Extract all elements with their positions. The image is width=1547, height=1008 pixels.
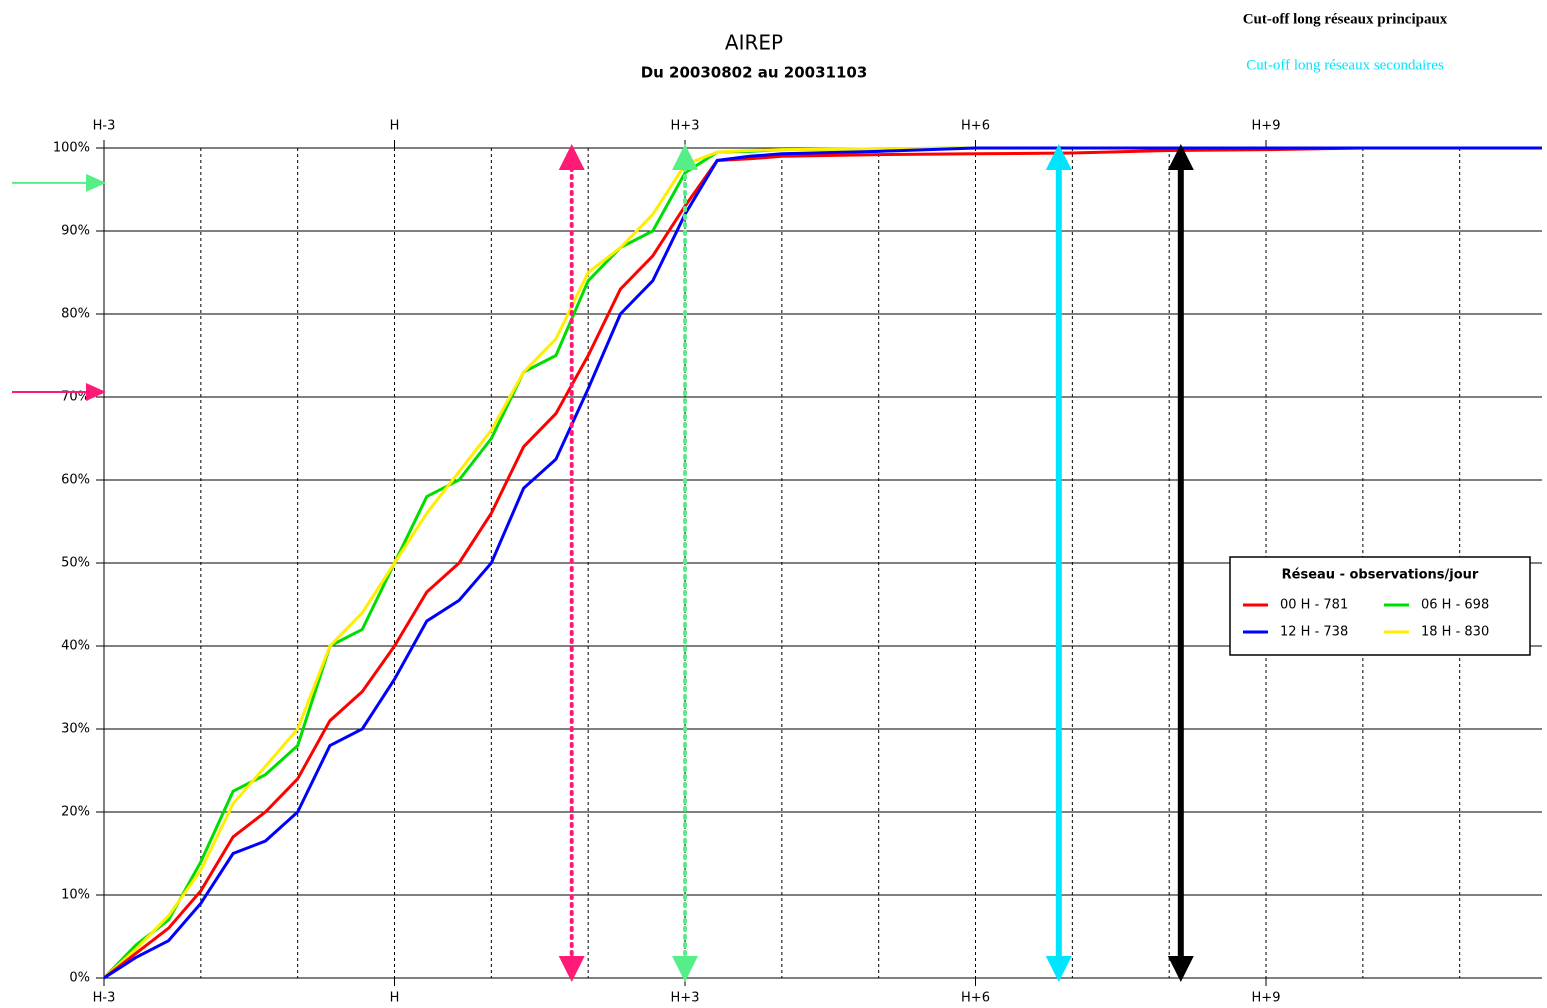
annotation: Cut-off long réseaux secondaires xyxy=(1246,57,1444,73)
x-tick-label: H-3 xyxy=(93,119,116,134)
x-tick-label: H+6 xyxy=(961,119,990,134)
legend-box xyxy=(1229,556,1531,656)
x-tick-label: H+3 xyxy=(671,991,700,1006)
x-tick-label: H xyxy=(390,119,400,134)
annotation: Cut-off long réseaux principaux xyxy=(1243,11,1448,27)
y-tick-label: 70% xyxy=(61,390,90,405)
x-tick-label: H+9 xyxy=(1252,991,1281,1006)
arrow-head xyxy=(672,144,699,170)
y-tick-label: 50% xyxy=(61,556,90,571)
y-tick-label: 40% xyxy=(61,639,90,654)
x-tick-label: H+9 xyxy=(1252,119,1281,134)
arrow-head xyxy=(1045,956,1072,982)
arrow-head xyxy=(1045,144,1072,170)
chart-title: AIREP xyxy=(725,31,783,55)
arrow-head xyxy=(1167,144,1194,170)
y-tick-label: 100% xyxy=(53,141,90,156)
legend-label: 06 H - 698 xyxy=(1421,598,1489,613)
arrow-head xyxy=(558,956,585,982)
arrow-head xyxy=(86,173,106,192)
x-tick-label: H xyxy=(390,991,400,1006)
x-tick-label: H+3 xyxy=(671,119,700,134)
arrow-head xyxy=(558,144,585,170)
y-tick-label: 0% xyxy=(69,971,90,986)
x-tick-label: H+6 xyxy=(961,991,990,1006)
y-tick-label: 20% xyxy=(61,805,90,820)
y-tick-label: 30% xyxy=(61,722,90,737)
x-tick-label: H-3 xyxy=(93,991,116,1006)
legend-label: 12 H - 738 xyxy=(1280,625,1348,640)
chart-subtitle: Du 20030802 au 20031103 xyxy=(641,64,868,82)
legend-label: 18 H - 830 xyxy=(1421,625,1489,640)
legend-label: 00 H - 781 xyxy=(1280,598,1348,613)
arrow-head xyxy=(672,956,699,982)
y-tick-label: 10% xyxy=(61,888,90,903)
y-tick-label: 80% xyxy=(61,307,90,322)
y-tick-label: 60% xyxy=(61,473,90,488)
arrow-head xyxy=(86,383,106,402)
series-line xyxy=(103,146,1542,980)
arrow-head xyxy=(1167,956,1194,982)
y-tick-label: 90% xyxy=(61,224,90,239)
legend-title: Réseau - observations/jour xyxy=(1282,568,1479,583)
series-line xyxy=(103,146,1542,980)
